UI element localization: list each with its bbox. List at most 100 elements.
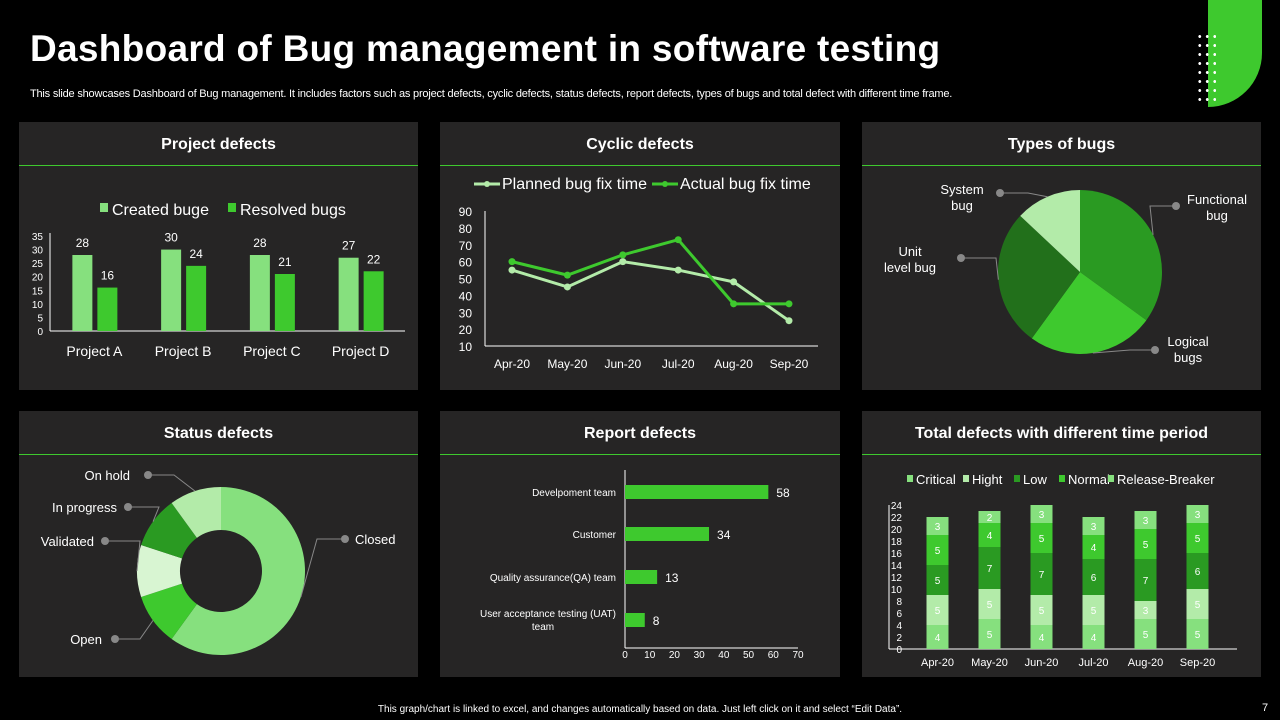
legend-marker — [662, 181, 668, 187]
data-label: 5 — [935, 546, 941, 557]
y-tick-label: 0 — [896, 645, 902, 656]
category-label: Quality assurance(QA) team — [490, 573, 616, 584]
donut-slice — [141, 503, 197, 559]
legend-label: Normal — [1068, 472, 1110, 487]
bar — [625, 485, 769, 499]
legend-label: Planned bug fix time — [502, 176, 647, 193]
stacked-bar-segment — [1082, 535, 1105, 559]
donut-slice — [141, 583, 197, 639]
data-label: 28 — [253, 236, 267, 250]
x-tick-label: Jun-20 — [1025, 657, 1059, 669]
data-label: 34 — [717, 528, 731, 542]
leader-dot — [996, 189, 1004, 197]
bar — [72, 255, 93, 331]
panel-title: Total defects with different time period — [862, 411, 1261, 455]
stacked-bar-segment — [1186, 619, 1209, 649]
x-tick-label: Apr-20 — [494, 357, 530, 371]
y-tick-label: 10 — [891, 585, 903, 596]
data-label: 5 — [935, 576, 941, 587]
slice-label: Unit level bug — [884, 244, 936, 275]
data-point — [674, 236, 682, 244]
bar — [186, 265, 207, 331]
bar — [625, 527, 710, 541]
legend-label: Actual bug fix time — [680, 176, 811, 193]
x-tick-label: Project D — [332, 343, 390, 359]
stacked-bar-segment — [1134, 619, 1157, 649]
x-tick-label: 40 — [718, 650, 730, 661]
y-tick-label: 90 — [459, 205, 473, 219]
leader-dot — [1151, 346, 1159, 354]
y-tick-label: 25 — [32, 259, 44, 270]
stacked-bar-segment — [1134, 529, 1157, 559]
stacked-bar-segment — [1030, 505, 1053, 523]
data-point — [563, 271, 571, 279]
panel-title: Status defects — [19, 411, 418, 455]
stacked-bar-segment — [1082, 517, 1105, 535]
data-label: 3 — [1039, 510, 1045, 521]
legend-swatch — [963, 475, 969, 482]
x-tick-label: Project A — [66, 343, 123, 359]
data-label: 4 — [1091, 543, 1097, 554]
y-tick-label: 30 — [459, 306, 473, 320]
stacked-bar-segment — [978, 619, 1001, 649]
y-tick-label: 60 — [459, 256, 473, 270]
data-point — [619, 258, 627, 266]
x-tick-label: Aug-20 — [714, 357, 753, 371]
data-label: 4 — [1039, 633, 1045, 644]
legend-label: Low — [1023, 472, 1047, 487]
decorative-dot-grid — [1196, 32, 1216, 102]
x-tick-label: 10 — [644, 650, 656, 661]
legend-swatch — [1014, 475, 1020, 482]
pie-slice — [1020, 190, 1080, 272]
legend-swatch — [100, 203, 108, 212]
category-label: Customer — [573, 530, 617, 541]
legend-label: Created buge — [112, 202, 209, 219]
slice-label: System bug — [940, 182, 983, 213]
data-label: 4 — [987, 531, 993, 542]
data-label: 5 — [1143, 630, 1149, 641]
leader-dot — [101, 537, 109, 545]
legend-swatch — [1108, 475, 1114, 482]
data-label: 5 — [1195, 600, 1201, 611]
legend-swatch — [228, 203, 236, 212]
y-tick-label: 35 — [32, 232, 44, 243]
y-tick-label: 10 — [32, 300, 44, 311]
slice-label: Closed — [355, 532, 395, 547]
x-tick-label: 30 — [694, 650, 706, 661]
leader-line — [105, 540, 141, 572]
y-tick-label: 18 — [891, 537, 903, 548]
data-label: 3 — [1143, 606, 1149, 617]
stacked-bar-segment — [1082, 595, 1105, 625]
stacked-bar-segment — [1134, 511, 1157, 529]
leader-line — [1149, 205, 1176, 235]
leader-line — [115, 620, 154, 640]
bar — [338, 257, 359, 331]
bar — [363, 271, 384, 331]
data-label: 7 — [1143, 576, 1149, 587]
slice-label: Functional bug — [1187, 192, 1247, 223]
y-tick-label: 24 — [891, 501, 903, 512]
stacked-bar-segment — [1030, 595, 1053, 625]
series-line — [511, 237, 789, 306]
data-label: 16 — [101, 269, 115, 283]
leader-dot — [1172, 202, 1180, 210]
y-tick-label: 2 — [896, 633, 902, 644]
stacked-bar-segment — [1186, 589, 1209, 619]
x-tick-label: Sep-20 — [770, 357, 809, 371]
x-tick-label: Jun-20 — [604, 357, 641, 371]
data-label: 4 — [935, 633, 941, 644]
y-tick-label: 12 — [891, 573, 903, 584]
pie-slice — [1031, 272, 1147, 354]
x-tick-label: Sep-20 — [1180, 657, 1215, 669]
data-label: 3 — [1091, 522, 1097, 533]
stacked-bar-segment — [1186, 523, 1209, 553]
stacked-bar-segment — [1082, 559, 1105, 595]
data-point — [508, 266, 516, 274]
data-label: 5 — [1091, 606, 1097, 617]
data-label: 28 — [76, 236, 90, 250]
data-label: 24 — [189, 247, 203, 261]
legend-label: Resolved bugs — [240, 202, 346, 219]
y-tick-label: 22 — [891, 513, 903, 524]
x-tick-label: 70 — [792, 650, 804, 661]
legend-label: Release-Breaker — [1117, 472, 1215, 487]
